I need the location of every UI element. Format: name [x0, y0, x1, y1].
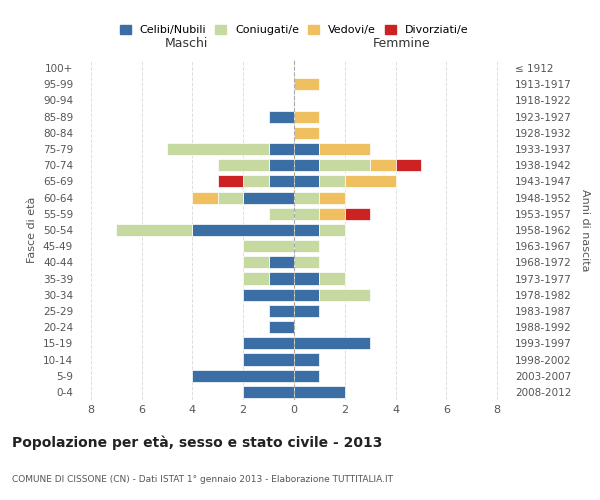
- Bar: [294, 176, 319, 188]
- Bar: [294, 110, 319, 122]
- Bar: [243, 354, 294, 366]
- Bar: [218, 176, 243, 188]
- Legend: Celibi/Nubili, Coniugati/e, Vedovi/e, Divorziati/e: Celibi/Nubili, Coniugati/e, Vedovi/e, Di…: [116, 22, 472, 38]
- Bar: [269, 176, 294, 188]
- Bar: [294, 78, 319, 90]
- Bar: [243, 240, 294, 252]
- Bar: [294, 224, 319, 236]
- Bar: [345, 208, 370, 220]
- Bar: [243, 338, 294, 349]
- Y-axis label: Fasce di età: Fasce di età: [28, 197, 37, 263]
- Bar: [167, 143, 269, 155]
- Bar: [269, 305, 294, 317]
- Bar: [294, 240, 319, 252]
- Bar: [319, 208, 345, 220]
- Bar: [294, 208, 319, 220]
- Bar: [193, 370, 294, 382]
- Bar: [243, 256, 269, 268]
- Bar: [294, 354, 319, 366]
- Bar: [294, 288, 319, 301]
- Bar: [294, 386, 345, 398]
- Bar: [269, 143, 294, 155]
- Bar: [294, 338, 370, 349]
- Bar: [243, 176, 269, 188]
- Bar: [269, 159, 294, 172]
- Y-axis label: Anni di nascita: Anni di nascita: [580, 188, 590, 271]
- Bar: [319, 143, 370, 155]
- Bar: [116, 224, 193, 236]
- Bar: [319, 224, 345, 236]
- Bar: [243, 272, 269, 284]
- Bar: [294, 272, 319, 284]
- Bar: [395, 159, 421, 172]
- Bar: [269, 110, 294, 122]
- Bar: [294, 370, 319, 382]
- Bar: [218, 159, 269, 172]
- Bar: [218, 192, 243, 203]
- Bar: [269, 321, 294, 333]
- Bar: [269, 272, 294, 284]
- Bar: [243, 386, 294, 398]
- Bar: [294, 143, 319, 155]
- Bar: [269, 208, 294, 220]
- Bar: [193, 192, 218, 203]
- Bar: [243, 192, 294, 203]
- Bar: [319, 192, 345, 203]
- Bar: [345, 176, 395, 188]
- Bar: [294, 127, 319, 139]
- Text: COMUNE DI CISSONE (CN) - Dati ISTAT 1° gennaio 2013 - Elaborazione TUTTITALIA.IT: COMUNE DI CISSONE (CN) - Dati ISTAT 1° g…: [12, 475, 393, 484]
- Bar: [370, 159, 395, 172]
- Bar: [319, 159, 370, 172]
- Bar: [269, 256, 294, 268]
- Bar: [294, 159, 319, 172]
- Bar: [319, 176, 345, 188]
- Text: Popolazione per età, sesso e stato civile - 2013: Popolazione per età, sesso e stato civil…: [12, 435, 382, 450]
- Bar: [319, 288, 370, 301]
- Bar: [243, 288, 294, 301]
- Text: Maschi: Maschi: [164, 37, 208, 50]
- Bar: [193, 224, 294, 236]
- Bar: [294, 256, 319, 268]
- Text: Femmine: Femmine: [373, 37, 431, 50]
- Bar: [294, 192, 319, 203]
- Bar: [319, 272, 345, 284]
- Bar: [294, 305, 319, 317]
